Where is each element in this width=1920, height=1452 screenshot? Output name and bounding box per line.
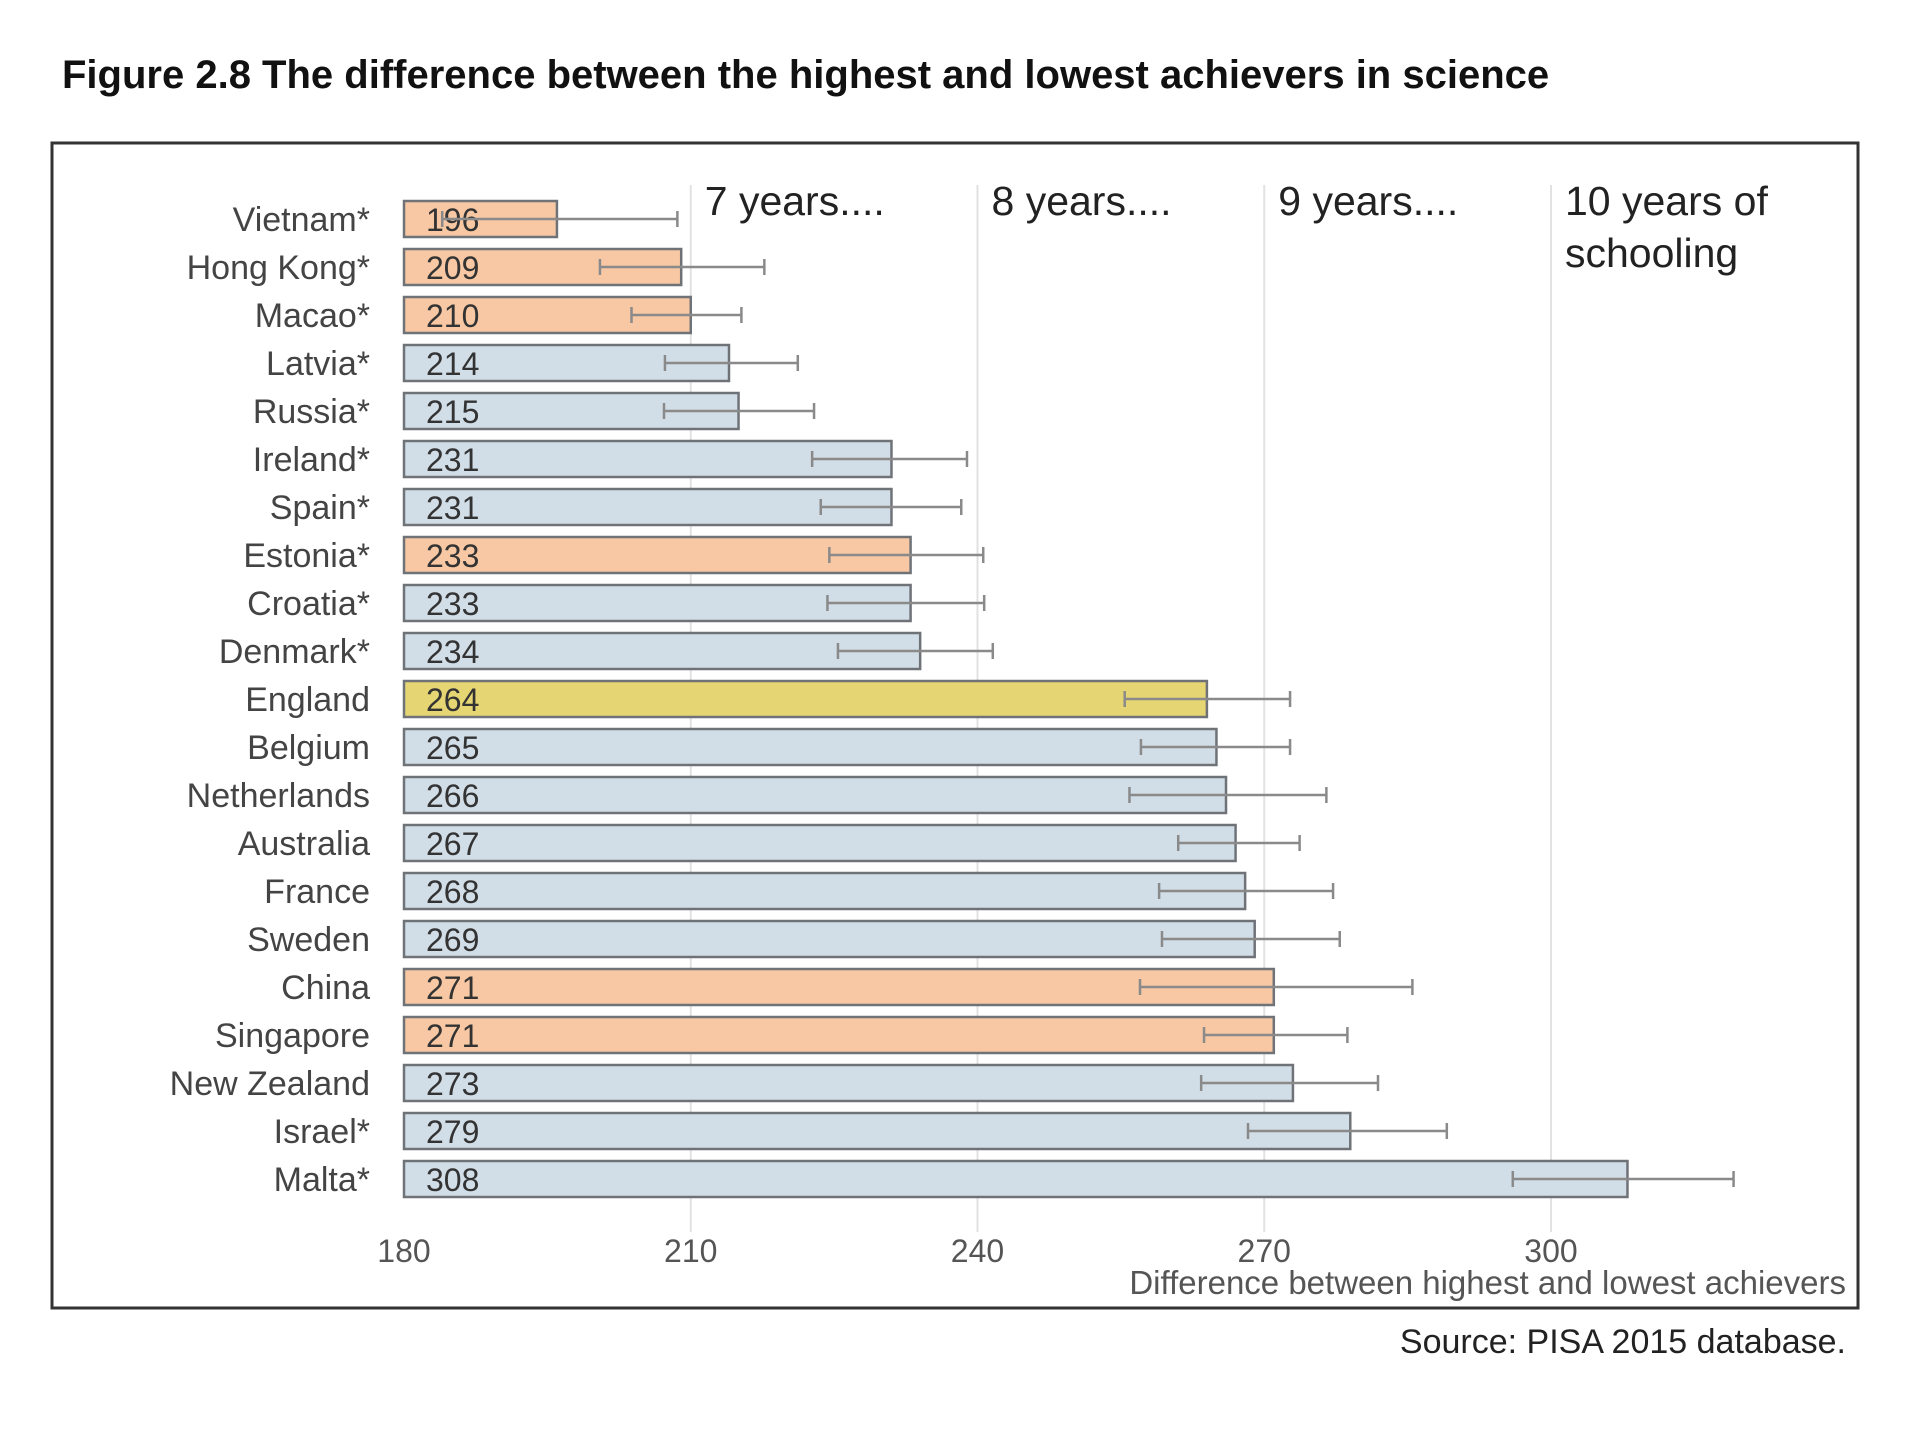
reference-label: schooling (1565, 230, 1738, 276)
category-label: Singapore (215, 1017, 370, 1055)
bar-value-label: 209 (426, 250, 479, 286)
category-label: New Zealand (170, 1065, 370, 1103)
category-label: Latvia* (266, 345, 370, 383)
bar-value-label: 267 (426, 826, 479, 862)
bar-value-label: 234 (426, 634, 479, 670)
reference-label: 10 years of (1565, 178, 1768, 224)
bar-value-label: 268 (426, 874, 479, 910)
category-label: Vietnam* (233, 201, 370, 239)
bar-value-label: 269 (426, 922, 479, 958)
reference-label: 9 years.... (1278, 178, 1458, 224)
bar (402, 1111, 1352, 1151)
bar-value-label: 271 (426, 970, 479, 1006)
bar (402, 871, 1247, 911)
x-tick-label: 270 (1238, 1233, 1291, 1269)
bar (402, 775, 1228, 815)
bar-value-label: 231 (426, 490, 479, 526)
category-label: Hong Kong* (187, 249, 370, 287)
category-label: Ireland* (253, 441, 370, 479)
bar-value-label: 279 (426, 1114, 479, 1150)
chart-title: Figure 2.8 The difference between the hi… (62, 53, 1549, 97)
bar (402, 535, 912, 575)
bar-value-label: 265 (426, 730, 479, 766)
bar-value-label: 273 (426, 1066, 479, 1102)
bar-value-label: 215 (426, 394, 479, 430)
bar (402, 439, 893, 479)
category-label: Belgium (247, 729, 370, 767)
bar (402, 679, 1209, 719)
bar (402, 631, 922, 671)
bar (402, 967, 1276, 1007)
bar-value-label: 214 (426, 346, 479, 382)
x-tick-label: 240 (951, 1233, 1004, 1269)
category-label: Malta* (274, 1161, 370, 1199)
category-label: Australia (238, 825, 370, 863)
category-label: Netherlands (187, 777, 370, 815)
source-note: Source: PISA 2015 database. (1400, 1323, 1846, 1361)
bar (402, 1159, 1629, 1199)
bar-value-label: 264 (426, 682, 479, 718)
bar (402, 487, 893, 527)
bar-value-label: 210 (426, 298, 479, 334)
x-axis-label: Difference between highest and lowest ac… (1129, 1264, 1846, 1301)
x-tick-label: 210 (664, 1233, 717, 1269)
bar-value-label: 308 (426, 1162, 479, 1198)
bar (402, 583, 912, 623)
x-tick-label: 180 (377, 1233, 430, 1269)
category-label: England (245, 681, 370, 719)
bar (402, 1063, 1295, 1103)
category-label: Estonia* (243, 537, 370, 575)
category-label: Spain* (270, 489, 370, 527)
category-label: Sweden (247, 921, 370, 959)
category-label: China (281, 969, 370, 1007)
bar (402, 919, 1256, 959)
category-label: Macao* (255, 297, 370, 335)
bar-value-label: 233 (426, 586, 479, 622)
category-label: France (264, 873, 370, 911)
category-label: Russia* (253, 393, 370, 431)
bar (402, 823, 1237, 863)
bar (402, 727, 1218, 767)
category-label: Croatia* (247, 585, 370, 623)
bar-value-label: 233 (426, 538, 479, 574)
bar-value-label: 271 (426, 1018, 479, 1054)
category-label: Israel* (274, 1113, 370, 1151)
bar (402, 1015, 1276, 1055)
bar-value-label: 231 (426, 442, 479, 478)
reference-label: 7 years.... (705, 178, 885, 224)
x-tick-label: 300 (1524, 1233, 1577, 1269)
reference-label: 8 years.... (992, 178, 1172, 224)
category-label: Denmark* (219, 633, 370, 671)
bar-value-label: 266 (426, 778, 479, 814)
